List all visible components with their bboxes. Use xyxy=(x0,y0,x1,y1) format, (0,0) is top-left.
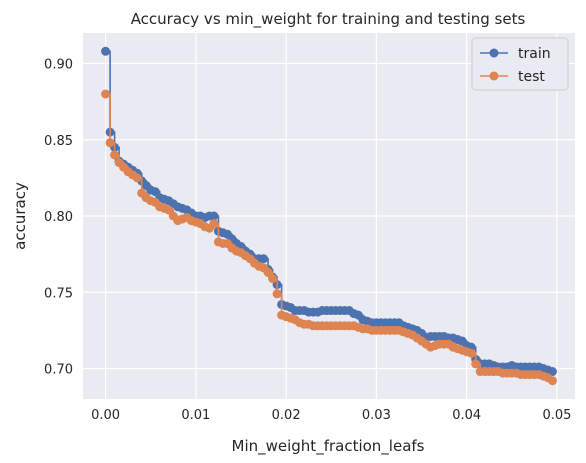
legend-label-train: train xyxy=(518,46,551,62)
x-tick-label: 0.02 xyxy=(272,408,301,423)
y-axis-label: accuracy xyxy=(11,182,29,250)
data-point-test xyxy=(132,173,142,183)
data-point-train xyxy=(209,211,219,221)
data-point-test xyxy=(466,348,476,358)
x-tick-label: 0.01 xyxy=(181,408,210,423)
x-tick-label: 0.04 xyxy=(452,408,481,423)
legend-marker-test xyxy=(489,71,499,81)
data-point-test xyxy=(105,138,115,148)
legend-item-train: train xyxy=(480,46,551,62)
legend-marker-train xyxy=(489,48,499,58)
data-point-test xyxy=(209,219,219,229)
legend-label-test: test xyxy=(518,69,545,85)
series-layer xyxy=(101,46,557,386)
y-tick-label: 0.75 xyxy=(44,286,73,301)
data-point-train xyxy=(259,254,269,264)
y-tick-label: 0.80 xyxy=(44,210,73,225)
data-point-test xyxy=(268,274,278,284)
legend: train test xyxy=(471,37,569,91)
data-point-train xyxy=(101,46,111,56)
chart-title: Accuracy vs min_weight for training and … xyxy=(131,10,526,29)
data-point-test xyxy=(272,289,282,299)
tick-labels: 0.00 0.01 0.02 0.03 0.04 0.05 0.70 0.75 0.80 0.85… xyxy=(44,58,571,424)
y-tick-label: 0.90 xyxy=(44,58,73,73)
data-point-test xyxy=(101,89,111,99)
x-axis-label: Min_weight_fraction_leafs xyxy=(232,437,425,456)
x-tick-label: 0.03 xyxy=(362,408,391,423)
series-test xyxy=(101,89,557,386)
data-point-test xyxy=(547,376,557,386)
data-point-test xyxy=(110,150,120,160)
x-tick-label: 0.05 xyxy=(542,408,571,423)
data-point-test xyxy=(471,359,481,369)
x-tick-label: 0.00 xyxy=(91,408,120,423)
y-tick-label: 0.85 xyxy=(44,134,73,149)
legend-item-test: test xyxy=(480,69,545,85)
y-tick-label: 0.70 xyxy=(44,363,73,378)
